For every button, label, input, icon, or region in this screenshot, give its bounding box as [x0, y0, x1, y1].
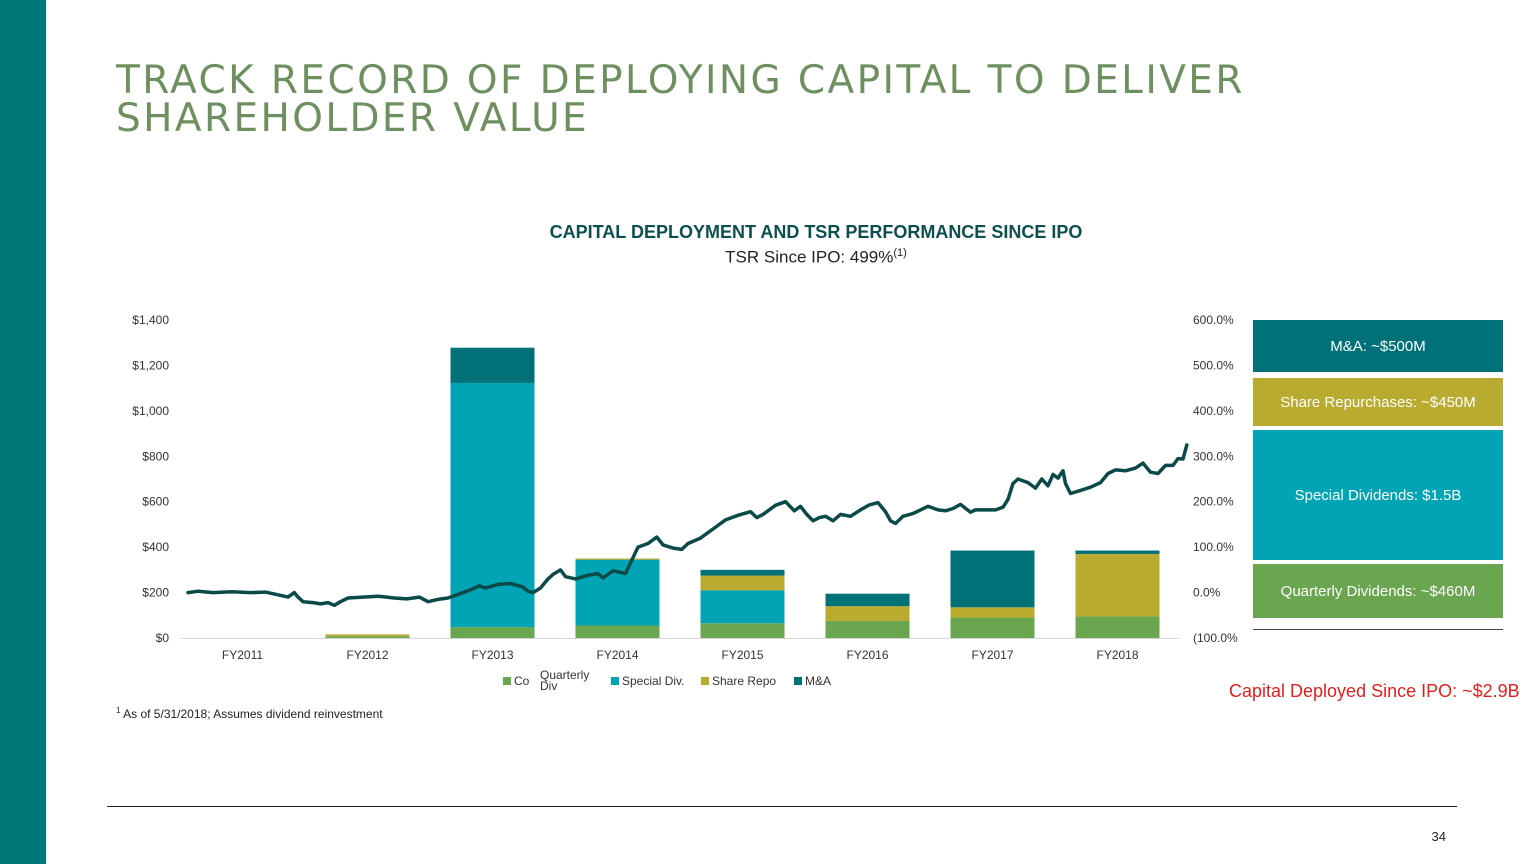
- sidebar-accent: [0, 0, 46, 864]
- y-left-tick-label: $1,200: [132, 358, 169, 372]
- legend-label: Co: [514, 674, 530, 688]
- bar-share-repo: [325, 634, 410, 637]
- x-tick-label: FY2011: [222, 648, 263, 662]
- bar-share-repo: [950, 607, 1035, 618]
- bar-m-a: [450, 347, 535, 383]
- bar-special-div-: [575, 559, 660, 626]
- y-right-tick-label: (100.0%: [1193, 631, 1238, 645]
- bar-share-repo: [1075, 553, 1160, 617]
- y-left-tick-label: $600: [142, 495, 169, 509]
- legend-swatch: [503, 677, 511, 685]
- x-tick-label: FY2017: [971, 648, 1013, 662]
- chart-subtitle: TSR Since IPO: 499%(1): [400, 247, 1232, 268]
- x-tick-label: FY2018: [1096, 648, 1138, 662]
- footnote-marker: 1: [116, 706, 121, 715]
- legend-swatch: [701, 677, 709, 685]
- legend-label: Special Div.: [622, 674, 684, 688]
- y-left-tick-label: $400: [142, 540, 169, 554]
- bar-share-repo: [825, 606, 910, 621]
- x-tick-label: FY2013: [471, 648, 513, 662]
- y-right-tick-label: 0.0%: [1193, 586, 1221, 600]
- total-capital-deployed: Capital Deployed Since IPO: ~$2.9B: [1229, 681, 1520, 701]
- summary-box-share-repurchases: Share Repurchases: ~$450M: [1253, 378, 1503, 426]
- bar-co: [1075, 616, 1160, 638]
- y-left-tick-label: $1,000: [132, 404, 169, 418]
- legend-swatch: [611, 677, 619, 685]
- bar-m-a: [950, 550, 1035, 608]
- legend-swatch: [794, 677, 802, 685]
- x-tick-label: FY2014: [596, 648, 638, 662]
- bar-special-div-: [700, 590, 785, 624]
- summary-box-special-dividends: Special Dividends: $1.5B: [1253, 430, 1503, 560]
- y-right-tick-label: 200.0%: [1193, 495, 1234, 509]
- y-left-tick-label: $1,400: [132, 313, 169, 327]
- slide-title: TRACK RECORD OF DEPLOYING CAPITAL TO DEL…: [116, 58, 1245, 141]
- footnote-text: As of 5/31/2018; Assumes dividend reinve…: [123, 707, 383, 721]
- legend-label-extra: Quarterly: [540, 668, 589, 682]
- bar-co: [825, 620, 910, 638]
- bar-m-a: [825, 593, 910, 607]
- bar-co: [950, 617, 1035, 638]
- legend-label: M&A: [805, 674, 831, 688]
- y-left-tick-label: $200: [142, 586, 169, 600]
- y-left-tick-label: $0: [156, 631, 170, 645]
- footnote: 1 As of 5/31/2018; Assumes dividend rein…: [116, 706, 383, 721]
- bar-co: [325, 636, 410, 638]
- y-right-tick-label: 400.0%: [1193, 404, 1234, 418]
- y-right-tick-label: 100.0%: [1193, 540, 1234, 554]
- y-right-tick-label: 300.0%: [1193, 449, 1234, 463]
- legend-label-extra: Div: [540, 679, 557, 693]
- y-right-tick-label: 500.0%: [1193, 358, 1234, 372]
- summary-box-mna: M&A: ~$500M: [1253, 320, 1503, 372]
- summary-divider: [1253, 629, 1503, 630]
- footnote-ref: (1): [893, 247, 907, 259]
- bar-share-repo: [700, 575, 785, 591]
- bar-co: [700, 623, 785, 638]
- bar-co: [575, 625, 660, 638]
- bar-co: [450, 627, 535, 638]
- y-right-tick-label: 600.0%: [1193, 313, 1234, 327]
- footer-rule: [107, 806, 1457, 807]
- x-tick-label: FY2016: [846, 648, 888, 662]
- bar-m-a: [1075, 550, 1160, 554]
- tsr-subtitle-text: TSR Since IPO: 499%: [725, 247, 894, 267]
- y-left-tick-label: $800: [142, 449, 169, 463]
- tsr-line: [186, 443, 1189, 608]
- bar-special-div-: [450, 382, 535, 628]
- page-number: 34: [1431, 829, 1446, 844]
- bar-share-repo: [575, 558, 660, 560]
- x-tick-label: FY2015: [721, 648, 763, 662]
- chart-title: CAPITAL DEPLOYMENT AND TSR PERFORMANCE S…: [549, 222, 1083, 242]
- summary-box-quarterly-dividends: Quarterly Dividends: ~$460M: [1253, 564, 1503, 618]
- legend-label: Share Repo: [712, 674, 776, 688]
- x-tick-label: FY2012: [346, 648, 388, 662]
- bar-m-a: [700, 569, 785, 576]
